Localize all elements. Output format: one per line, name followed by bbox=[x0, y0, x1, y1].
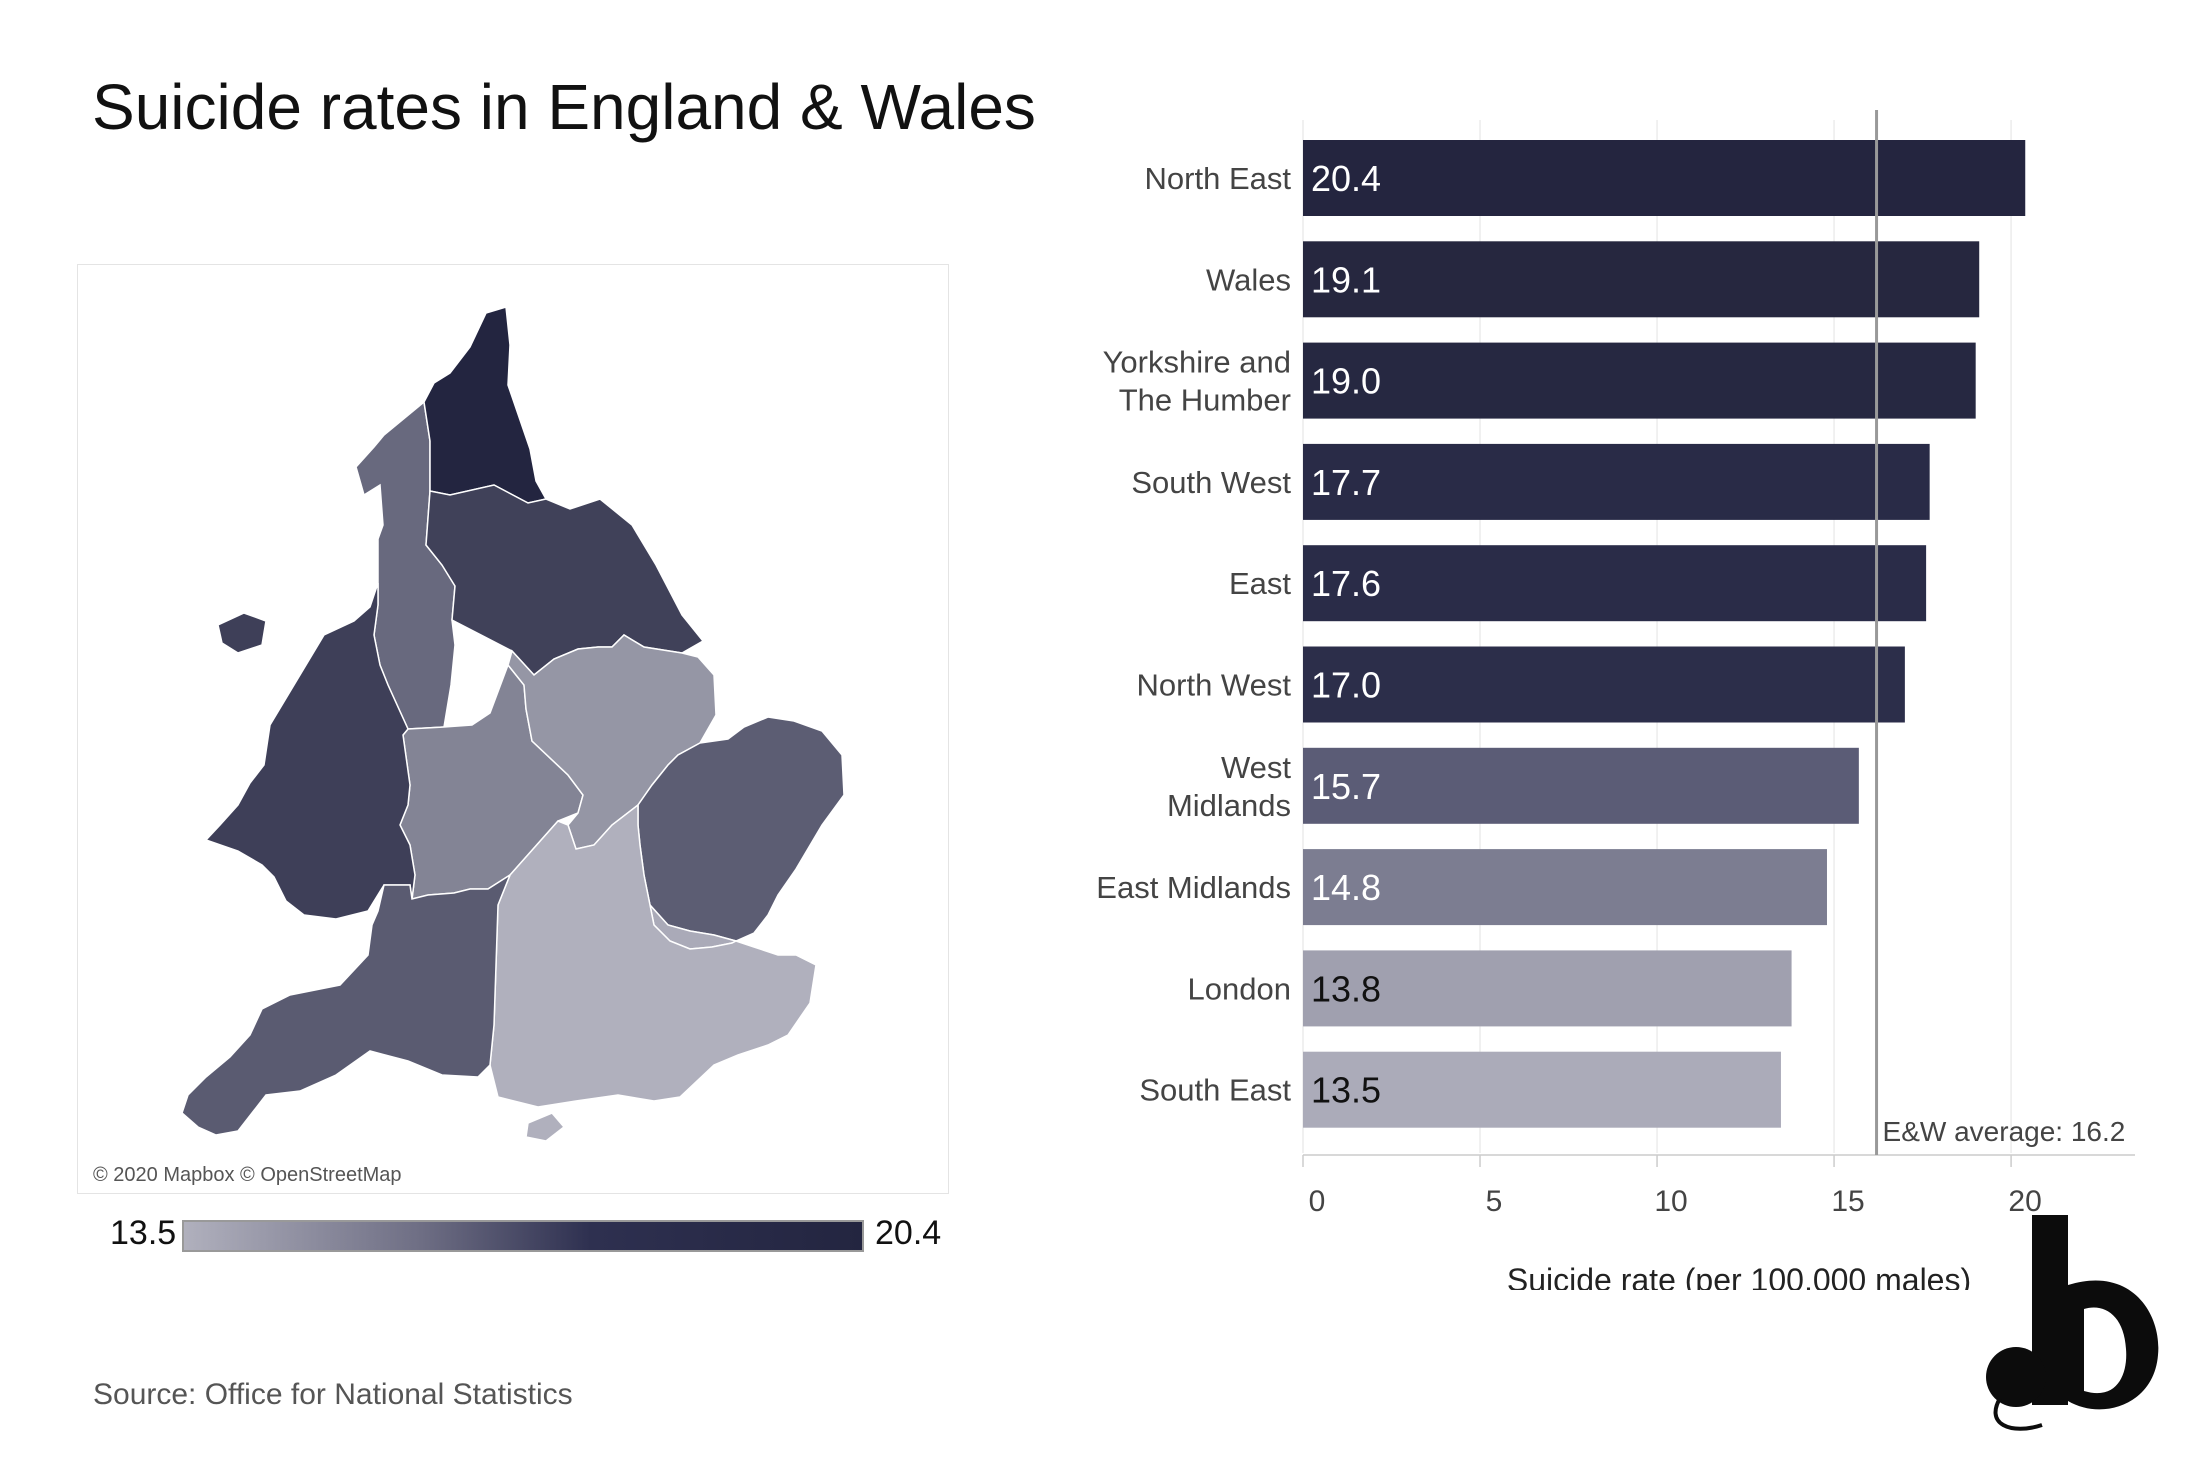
category-label: South West bbox=[1131, 465, 1291, 500]
choropleth-map[interactable]: © 2020 Mapbox © OpenStreetMap bbox=[77, 264, 949, 1194]
bar-value-label: 20.4 bbox=[1311, 158, 1381, 199]
x-tick-label: 10 bbox=[1654, 1185, 1687, 1218]
bar bbox=[1303, 342, 1976, 419]
bar-value-label: 19.1 bbox=[1311, 259, 1381, 300]
x-tick-label: 20 bbox=[2008, 1185, 2041, 1218]
map-region-north-east[interactable] bbox=[423, 306, 548, 504]
bar-value-label: 13.8 bbox=[1311, 968, 1381, 1009]
bar bbox=[1303, 950, 1792, 1027]
bar bbox=[1303, 747, 1859, 824]
category-label: Yorkshire and bbox=[1103, 345, 1291, 380]
category-label: South East bbox=[1139, 1073, 1291, 1108]
bar bbox=[1303, 646, 1905, 723]
bar bbox=[1303, 140, 2026, 216]
category-label: North West bbox=[1137, 668, 1292, 703]
x-axis-title: Suicide rate (per 100,000 males) bbox=[1507, 1262, 1971, 1290]
bar bbox=[1303, 545, 1927, 622]
bar-value-label: 19.0 bbox=[1311, 361, 1381, 402]
legend-min-label: 13.5 bbox=[110, 1214, 177, 1252]
map-region-south-west[interactable] bbox=[181, 873, 512, 1136]
x-tick-label: 15 bbox=[1831, 1185, 1864, 1218]
bar-value-label: 17.7 bbox=[1311, 462, 1381, 503]
bar-value-label: 17.0 bbox=[1311, 665, 1381, 706]
x-tick-label: 0 bbox=[1309, 1185, 1326, 1218]
bar-value-label: 15.7 bbox=[1311, 766, 1381, 807]
map-region-yorkshire[interactable] bbox=[425, 484, 705, 677]
category-label: Midlands bbox=[1167, 788, 1291, 823]
category-label: East bbox=[1229, 566, 1291, 601]
category-label: West bbox=[1221, 750, 1291, 785]
bar bbox=[1303, 443, 1930, 520]
category-label: London bbox=[1188, 971, 1291, 1006]
bar-value-label: 13.5 bbox=[1311, 1070, 1381, 1111]
bar bbox=[1303, 241, 1980, 318]
bar bbox=[1303, 849, 1827, 926]
bar bbox=[1303, 1051, 1781, 1128]
category-label: East Midlands bbox=[1096, 870, 1291, 905]
page-title: Suicide rates in England & Wales bbox=[92, 71, 1036, 143]
map-region-wales[interactable] bbox=[204, 582, 416, 920]
category-label: The Humber bbox=[1119, 383, 1291, 418]
legend-max-label: 20.4 bbox=[875, 1214, 942, 1252]
source-note: Source: Office for National Statistics bbox=[93, 1378, 573, 1411]
average-reference-label: E&W average: 16.2 bbox=[1883, 1116, 2126, 1147]
bar-chart: 20.4 North East 19.1 Wales 19.0 Yorkshire and… bbox=[1096, 110, 2135, 1290]
publisher-logo bbox=[1986, 1215, 2159, 1431]
category-label: North East bbox=[1145, 161, 1292, 196]
map-attribution: © 2020 Mapbox © OpenStreetMap bbox=[93, 1164, 402, 1186]
bar-value-label: 17.6 bbox=[1311, 563, 1381, 604]
legend-gradient-bar bbox=[182, 1220, 864, 1252]
category-label: Wales bbox=[1206, 262, 1291, 297]
x-tick-label: 5 bbox=[1486, 1185, 1503, 1218]
bar-value-label: 14.8 bbox=[1311, 867, 1381, 908]
map-svg bbox=[181, 306, 845, 1142]
